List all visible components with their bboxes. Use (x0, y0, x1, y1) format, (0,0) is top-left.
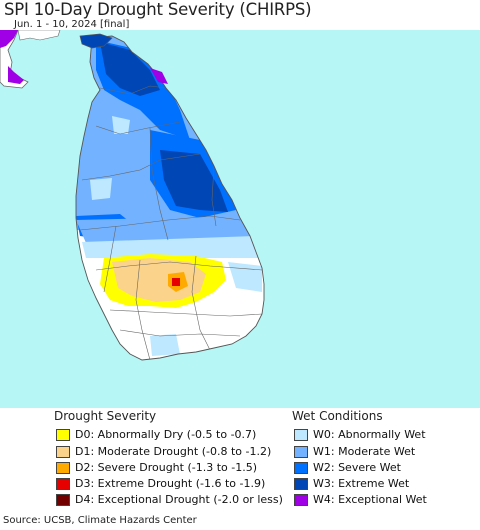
legend-label-d3: D3: Extreme Drought (-1.6 to -1.9) (75, 477, 266, 490)
legend-item-w4: W4: Exceptional Wet (294, 493, 427, 506)
d1-zone (112, 258, 206, 302)
w0-patch-a (112, 116, 130, 134)
legend-label-w1: W1: Moderate Wet (313, 445, 416, 458)
legend-item-d1: D1: Moderate Drought (-0.8 to -1.2) (56, 445, 271, 458)
india-coast-wet-2 (8, 66, 24, 84)
legend-swatch-w1 (294, 445, 308, 458)
source-credit: Source: UCSB, Climate Hazards Center (3, 515, 197, 526)
w0-patch-b (90, 178, 112, 200)
legend-label-d4: D4: Exceptional Drought (-2.0 or less) (75, 493, 283, 506)
legend-swatch-w4 (294, 493, 308, 506)
legend-item-d0: D0: Abnormally Dry (-0.5 to -0.7) (56, 428, 256, 441)
district-borders (79, 85, 263, 360)
drought-legend-heading: Drought Severity (54, 409, 157, 423)
legend-swatch-w0 (294, 428, 308, 441)
legend-label-w4: W4: Exceptional Wet (313, 493, 427, 506)
map-subtitle: Jun. 1 - 10, 2024 [final] (14, 19, 130, 30)
jaffna-peninsula (79, 33, 168, 84)
legend-swatch-d0 (56, 428, 70, 441)
legend-label-w2: W2: Severe Wet (313, 461, 401, 474)
legend-swatch-d2 (56, 461, 70, 474)
legend-label-w0: W0: Abnormally Wet (313, 428, 426, 441)
legend-swatch-d4 (56, 493, 70, 506)
legend-item-d2: D2: Severe Drought (-1.3 to -1.5) (56, 461, 257, 474)
legend-swatch-w3 (294, 477, 308, 490)
india-southern-coast (17, 30, 61, 41)
legend-item-d4: D4: Exceptional Drought (-2.0 or less) (56, 493, 283, 506)
legend-item-w3: W3: Extreme Wet (294, 477, 409, 490)
d3-spot (172, 278, 180, 286)
legend-swatch-w2 (294, 461, 308, 474)
w0-south (150, 334, 180, 356)
wet-legend-heading: Wet Conditions (292, 409, 383, 423)
legend-swatch-d3 (56, 477, 70, 490)
legend-item-w0: W0: Abnormally Wet (294, 428, 426, 441)
map-title: SPI 10-Day Drought Severity (CHIRPS) (4, 0, 312, 19)
legend-swatch-d1 (56, 445, 70, 458)
drought-map (0, 30, 480, 408)
w3-east (160, 150, 228, 212)
legend-item-w2: W2: Severe Wet (294, 461, 401, 474)
island-outline (75, 35, 265, 361)
w3-north (100, 42, 160, 96)
legend-label-d0: D0: Abnormally Dry (-0.5 to -0.7) (75, 428, 257, 441)
legend-label-d1: D1: Moderate Drought (-0.8 to -1.2) (75, 445, 272, 458)
india-coast-wet (0, 30, 18, 48)
legend-label-w3: W3: Extreme Wet (313, 477, 410, 490)
legend-item-w1: W1: Moderate Wet (294, 445, 415, 458)
legend-item-d3: D3: Extreme Drought (-1.6 to -1.9) (56, 477, 265, 490)
legend-label-d2: D2: Severe Drought (-1.3 to -1.5) (75, 461, 258, 474)
